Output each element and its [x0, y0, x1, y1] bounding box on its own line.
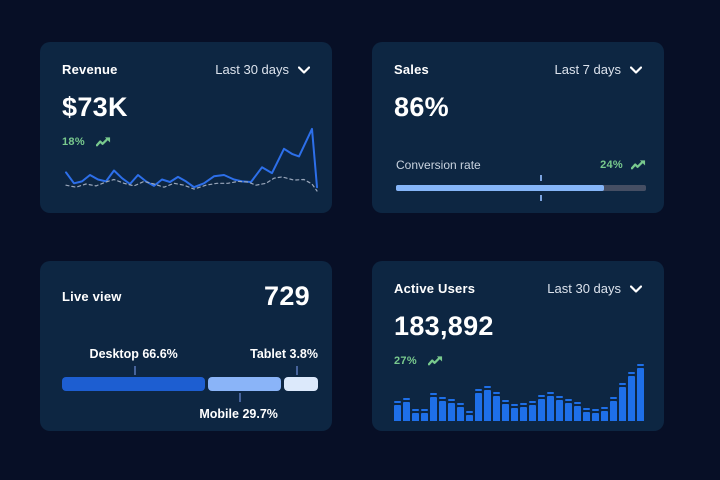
mobile-segment-label: Mobile 29.7%	[199, 407, 278, 421]
device-split-bar	[62, 377, 318, 391]
sales-period-label: Last 7 days	[554, 62, 622, 77]
bar	[502, 400, 509, 421]
live-view-card: Live view 729 Desktop 66.6% Tablet 3.8% …	[40, 261, 332, 431]
bar	[565, 399, 572, 421]
chevron-down-icon	[630, 284, 642, 293]
bar	[448, 399, 455, 421]
mobile-tick	[238, 393, 241, 402]
conversion-progress-track	[396, 175, 646, 201]
bar	[610, 397, 617, 421]
bar	[439, 397, 446, 421]
bar	[628, 372, 635, 421]
bar	[547, 392, 554, 421]
live-view-card-header: Live view 729	[62, 281, 310, 312]
trending-up-icon	[95, 137, 110, 147]
revenue-line-chart	[62, 121, 318, 196]
tablet-tick	[296, 366, 299, 375]
segment-desktop	[62, 377, 206, 391]
sales-period-select[interactable]: Last 7 days	[554, 62, 642, 77]
tablet-segment-label: Tablet 3.8%	[250, 347, 318, 361]
revenue-value: $73K	[62, 92, 128, 122]
bar	[511, 404, 518, 421]
desktop-segment-label: Desktop 66.6%	[89, 347, 178, 361]
device-split-chart: Desktop 66.6% Tablet 3.8% Mobile 29.7%	[62, 347, 318, 421]
segment-mobile	[208, 377, 282, 391]
bar	[574, 402, 581, 421]
active-users-card-header: Active Users Last 30 days	[394, 281, 642, 296]
bar	[601, 407, 608, 421]
trending-up-icon	[631, 160, 646, 170]
bar	[637, 364, 644, 421]
chevron-down-icon	[630, 65, 642, 74]
bar	[520, 403, 527, 421]
bar	[619, 383, 626, 421]
conversion-rate-block: Conversion rate 24%	[396, 158, 646, 201]
conversion-rate-row: Conversion rate 24%	[396, 158, 646, 172]
conversion-delta-row: 24%	[600, 159, 646, 171]
active-users-title: Active Users	[394, 281, 476, 296]
revenue-delta: 18%	[62, 136, 85, 148]
sales-title: Sales	[394, 62, 429, 77]
bar	[484, 386, 491, 421]
revenue-period-select[interactable]: Last 30 days	[215, 62, 310, 77]
bar	[466, 411, 473, 421]
revenue-period-label: Last 30 days	[215, 62, 289, 77]
active-users-period-select[interactable]: Last 30 days	[547, 281, 642, 296]
conversion-delta: 24%	[600, 159, 623, 171]
progress-marker-tick	[540, 195, 542, 201]
live-view-title: Live view	[62, 289, 122, 304]
bar	[475, 389, 482, 421]
sales-card-header: Sales Last 7 days	[394, 62, 642, 77]
bar	[457, 403, 464, 421]
active-users-card: Active Users Last 30 days 183,892 27%	[372, 261, 664, 431]
bar	[538, 395, 545, 421]
trending-up-icon	[427, 356, 442, 366]
active-users-delta: 27%	[394, 355, 417, 367]
bar	[403, 398, 410, 421]
active-users-value: 183,892	[394, 311, 494, 341]
conversion-progress-fill	[396, 185, 604, 191]
active-users-bar-chart	[394, 361, 644, 421]
segment-tablet	[284, 377, 318, 391]
chevron-down-icon	[298, 65, 310, 74]
revenue-delta-row: 18%	[62, 136, 310, 148]
sales-card: Sales Last 7 days 86% Conversion rate 24…	[372, 42, 664, 213]
bar	[394, 401, 401, 421]
bar	[592, 409, 599, 421]
active-users-period-label: Last 30 days	[547, 281, 621, 296]
revenue-card-header: Revenue Last 30 days	[62, 62, 310, 77]
desktop-tick	[133, 366, 136, 375]
bar	[493, 392, 500, 421]
bar	[430, 393, 437, 421]
revenue-title: Revenue	[62, 62, 118, 77]
active-users-delta-row: 27%	[394, 355, 642, 367]
bar	[421, 409, 428, 421]
progress-marker-tick	[540, 175, 542, 181]
sales-value: 86%	[394, 92, 449, 122]
bar	[412, 409, 419, 421]
live-view-value: 729	[264, 281, 310, 311]
bar	[583, 408, 590, 421]
revenue-card: Revenue Last 30 days $73K 18%	[40, 42, 332, 213]
bar	[529, 401, 536, 421]
bar	[556, 396, 563, 421]
conversion-rate-label: Conversion rate	[396, 158, 481, 172]
